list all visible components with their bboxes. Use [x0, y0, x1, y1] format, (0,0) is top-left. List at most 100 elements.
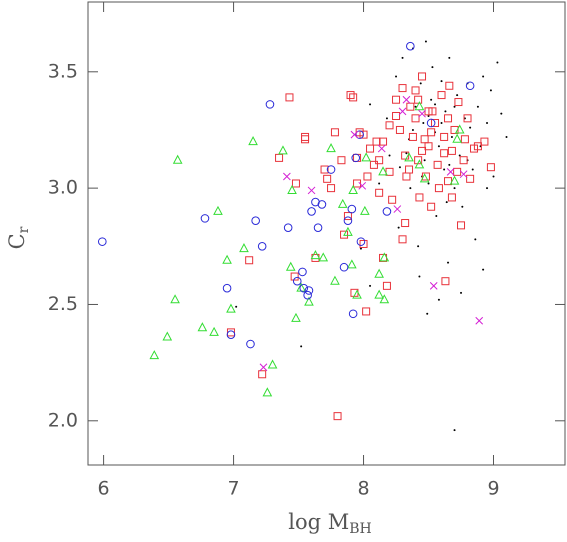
point-triangle	[291, 312, 301, 322]
point-dot	[423, 159, 426, 162]
point-circle	[251, 216, 260, 226]
point-dot	[482, 75, 485, 78]
point-square	[333, 412, 342, 421]
point-square	[402, 172, 411, 181]
point-triangle	[379, 294, 390, 304]
point-square	[382, 281, 391, 290]
point-dot	[440, 121, 443, 124]
point-triangle	[352, 289, 362, 299]
point-dot	[395, 75, 398, 78]
point-square	[418, 146, 427, 155]
point-square	[290, 272, 299, 281]
point-triangle	[310, 250, 321, 260]
point-circle	[283, 223, 293, 232]
point-square	[398, 235, 407, 244]
point-dot	[486, 121, 489, 124]
point-dot	[419, 82, 422, 85]
point-square	[447, 193, 456, 202]
point-circle	[265, 100, 275, 109]
point-square	[457, 221, 466, 230]
point-square	[398, 84, 407, 93]
point-square	[375, 156, 384, 165]
point-triangle	[267, 359, 278, 369]
point-square	[473, 142, 482, 151]
point-dot	[505, 135, 508, 138]
point-dot	[369, 284, 372, 287]
point-square	[440, 149, 449, 158]
y-tick-label: 3.5	[48, 60, 78, 82]
point-dot	[453, 105, 456, 108]
point-circle	[246, 339, 255, 349]
point-dot	[398, 166, 401, 169]
x-axis-label: log MBH	[288, 510, 371, 538]
point-triangle	[287, 184, 297, 194]
point-square	[454, 98, 463, 107]
point-dot	[417, 245, 420, 248]
point-square	[320, 165, 329, 174]
point-dot	[435, 215, 438, 218]
point-dot	[401, 56, 404, 59]
point-square	[343, 212, 352, 221]
point-square	[340, 230, 349, 239]
point-dot	[427, 115, 430, 118]
point-square	[444, 177, 453, 186]
point-square	[385, 167, 394, 176]
point-dot	[359, 247, 362, 250]
point-square	[411, 86, 420, 95]
point-dot	[388, 154, 391, 157]
point-dot	[443, 168, 446, 171]
point-dot	[434, 103, 437, 106]
point-square	[379, 137, 388, 146]
point-cross	[418, 109, 426, 118]
point-dot	[500, 112, 503, 115]
point-square	[395, 125, 404, 134]
point-square	[323, 174, 332, 183]
point-dot	[378, 182, 381, 185]
point-triangle	[404, 152, 414, 162]
point-square	[401, 219, 410, 228]
point-dot	[471, 168, 474, 171]
point-circle	[313, 223, 323, 232]
point-triangle	[326, 143, 336, 153]
point-dot	[385, 117, 388, 120]
point-square	[392, 112, 401, 121]
point-circle	[355, 130, 364, 139]
point-square	[441, 277, 450, 286]
point-dot	[492, 175, 495, 178]
point-square	[459, 156, 468, 165]
point-triangle	[197, 322, 208, 332]
point-cross	[350, 130, 359, 139]
point-dot	[486, 187, 489, 190]
point-triangle	[454, 124, 465, 134]
point-triangle	[330, 275, 340, 285]
point-dot	[447, 261, 450, 264]
x-axis-label-sub: BH	[349, 521, 372, 537]
point-cross	[446, 167, 455, 176]
point-triangle	[348, 184, 358, 194]
point-square	[337, 156, 346, 165]
point-cross	[377, 144, 386, 153]
point-circle	[406, 41, 415, 51]
point-square	[434, 184, 443, 193]
point-square	[366, 144, 375, 153]
point-cross	[259, 363, 268, 372]
point-circle	[292, 276, 302, 286]
point-circle	[317, 200, 327, 209]
y-tick-label: 3.0	[48, 177, 78, 199]
point-square	[424, 142, 433, 151]
point-dot	[409, 187, 412, 190]
point-square	[330, 128, 339, 137]
point-square	[420, 135, 429, 144]
point-square	[385, 121, 394, 130]
point-square	[408, 132, 417, 141]
point-circle	[97, 237, 107, 246]
point-triangle	[162, 331, 173, 341]
point-square	[327, 184, 336, 193]
point-triangle	[414, 101, 425, 111]
point-dot	[450, 135, 453, 138]
point-dot	[422, 121, 425, 124]
point-triangle	[379, 252, 390, 262]
y-axis-label: Cr	[5, 226, 33, 249]
point-triangle	[285, 261, 296, 271]
